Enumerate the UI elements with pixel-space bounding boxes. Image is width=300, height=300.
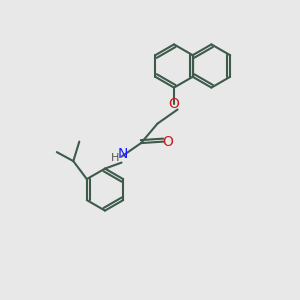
Text: H: H — [111, 153, 119, 163]
Text: O: O — [169, 97, 179, 111]
Text: N: N — [118, 147, 128, 161]
Text: O: O — [163, 135, 173, 148]
